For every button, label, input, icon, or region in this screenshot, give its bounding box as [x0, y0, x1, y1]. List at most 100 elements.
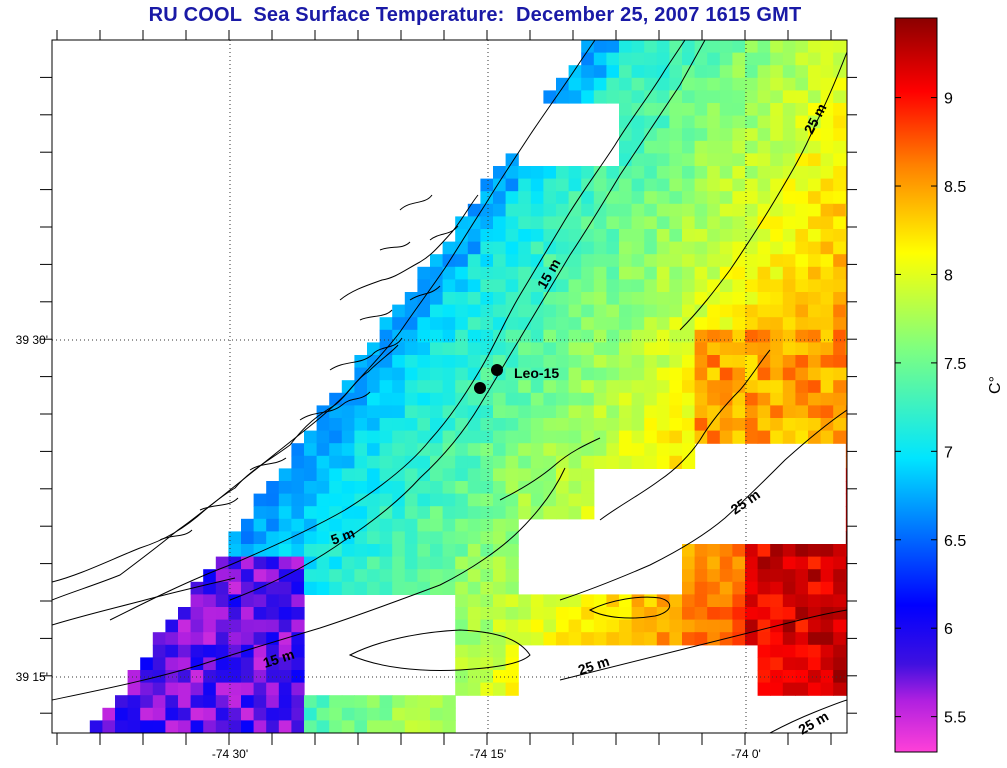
sst-cell [430, 481, 444, 495]
sst-cell [190, 682, 204, 696]
sst-cell [543, 90, 557, 104]
sst-cell [304, 581, 318, 595]
sst-cell [745, 581, 759, 595]
sst-cell [228, 707, 242, 721]
sst-cell [682, 355, 696, 369]
sst-cell [493, 191, 507, 205]
station-marker-1[interactable] [491, 364, 503, 376]
sst-cell [782, 304, 796, 318]
sst-cell [253, 581, 267, 595]
sst-cell [619, 115, 633, 129]
sst-cell [808, 229, 822, 243]
sst-cell [707, 556, 721, 570]
sst-cell [316, 518, 330, 532]
sst-cell [644, 229, 658, 243]
sst-cell [329, 455, 343, 469]
sst-cell [606, 304, 620, 318]
sst-cell [845, 657, 847, 671]
sst-cell [820, 405, 834, 419]
sst-cell [833, 254, 847, 268]
sst-cell [757, 216, 771, 230]
sst-cell [505, 317, 519, 331]
sst-cell [115, 720, 129, 733]
sst-cell [757, 556, 771, 570]
sst-cell [543, 166, 557, 180]
sst-cell [631, 455, 645, 469]
sst-cell [543, 430, 557, 444]
sst-cell [518, 392, 532, 406]
sst-cell [669, 65, 683, 79]
sst-cell [505, 203, 519, 217]
sst-cell [480, 632, 494, 646]
sst-cell [278, 707, 292, 721]
sst-cell [682, 279, 696, 293]
sst-cell [795, 191, 809, 205]
sst-cell [845, 670, 847, 684]
sst-cell [203, 644, 217, 658]
sst-cell [845, 556, 847, 570]
sst-cell [745, 254, 759, 268]
sst-cell [442, 455, 456, 469]
sst-cell [593, 607, 607, 621]
sst-cell [845, 77, 847, 91]
sst-cell [593, 40, 607, 54]
sst-cell [795, 670, 809, 684]
station-marker-2[interactable] [474, 382, 486, 394]
sst-cell [707, 607, 721, 621]
sst-cell [644, 443, 658, 457]
sst-cell [644, 40, 658, 54]
sst-cell [845, 682, 847, 696]
sst-cell [770, 166, 784, 180]
sst-cell [442, 481, 456, 495]
sst-cell [808, 430, 822, 444]
sst-cell [694, 556, 708, 570]
sst-cell [367, 468, 381, 482]
sst-cell [291, 682, 305, 696]
sst-cell [316, 544, 330, 558]
sst-cell [367, 342, 381, 356]
sst-cell [518, 203, 532, 217]
sst-cell [845, 216, 847, 230]
sst-cell [253, 707, 267, 721]
sst-cell [833, 153, 847, 167]
sst-cell [379, 506, 393, 520]
sst-cell [808, 40, 822, 54]
sst-cell [316, 418, 330, 432]
sst-cell [543, 418, 557, 432]
sst-cell [480, 581, 494, 595]
sst-cell [568, 266, 582, 280]
sst-cell [291, 720, 305, 733]
sst-cell [694, 191, 708, 205]
sst-cell [392, 518, 406, 532]
sst-cell [493, 544, 507, 558]
sst-cell [266, 695, 280, 709]
sst-cell [241, 707, 255, 721]
sst-cell [581, 65, 595, 79]
sst-cell [228, 607, 242, 621]
sst-cell [556, 266, 570, 280]
sst-cell [845, 140, 847, 154]
sst-cell [178, 720, 192, 733]
sst-cell [656, 367, 670, 381]
sst-cell [581, 191, 595, 205]
sst-cell [757, 619, 771, 633]
sst-cell [757, 569, 771, 583]
sst-cell [682, 367, 696, 381]
sst-cell [682, 594, 696, 608]
sst-cell [404, 418, 418, 432]
sst-cell [379, 493, 393, 507]
sst-cell [493, 468, 507, 482]
sst-cell [745, 556, 759, 570]
sst-cell [757, 304, 771, 318]
sst-cell [316, 531, 330, 545]
sst-cell [694, 254, 708, 268]
sst-cell [543, 254, 557, 268]
sst-cell [556, 367, 570, 381]
contour-25m-north [679, 51, 847, 331]
sst-cell [833, 77, 847, 91]
sst-cell [228, 594, 242, 608]
sst-cell [833, 556, 847, 570]
sst-cell [694, 607, 708, 621]
sst-cell [505, 657, 519, 671]
sst-cell [493, 229, 507, 243]
